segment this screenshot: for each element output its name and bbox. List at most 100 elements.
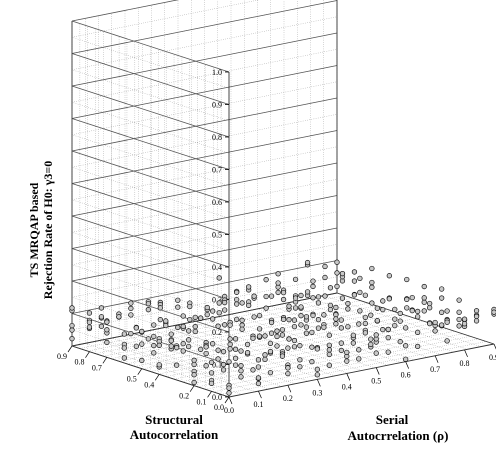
data-point [286,371,291,376]
data-point [275,334,280,339]
x-tick-label: 0.8 [74,358,84,367]
data-point [404,306,409,311]
data-point [221,368,226,373]
data-point [392,323,397,328]
data-point [327,333,332,338]
data-point [462,317,467,322]
data-point [386,350,391,355]
data-point [315,347,320,352]
data-point [293,296,298,301]
y-tick [288,385,291,392]
x-tick [190,386,194,392]
z-tick-label: 0.8 [212,133,222,142]
y-tick [435,356,438,363]
data-point [422,300,427,305]
data-point [181,349,186,354]
data-point [370,301,375,306]
data-point [363,321,368,326]
data-point [228,347,233,352]
z-tick-label: 0.7 [212,166,222,175]
data-point [122,356,127,361]
data-point [323,264,328,269]
data-point [457,317,462,322]
y-tick-label: 0.1 [253,400,263,409]
data-point [363,331,368,336]
data-point [146,301,151,306]
data-point [169,332,174,337]
data-point [228,342,233,347]
data-point [323,275,328,280]
y-axis-title: Serial Autocrrelation (ρ) [348,412,449,443]
data-point [474,319,479,324]
data-point [305,290,310,295]
data-point [415,309,420,314]
data-point [193,315,198,320]
data-point [415,344,420,349]
data-point [268,370,273,375]
data-point [281,297,286,302]
y-tick [406,362,409,369]
data-point [334,305,339,310]
data-point [105,327,110,332]
data-point [492,310,496,315]
data-point [257,327,262,332]
data-point [122,346,127,351]
data-point [99,324,104,329]
data-point [392,317,397,322]
data-point [263,357,268,362]
data-point [351,333,356,338]
data-point [327,363,332,368]
data-point [151,343,156,348]
data-point [181,341,186,346]
data-point [415,314,420,319]
data-point [339,318,344,323]
data-point [210,309,215,314]
y-tick-label: 0.4 [342,382,352,391]
z-tick-label: 0.9 [212,101,222,110]
data-point [410,308,415,313]
data-point [327,343,332,348]
data-point [410,295,415,300]
data-point [239,375,244,380]
data-point [204,345,209,350]
y-tick-label: 0.3 [312,388,322,397]
data-point [358,290,363,295]
data-point [380,299,385,304]
data-point [305,260,310,265]
data-point [327,352,332,357]
data-point [251,368,256,373]
data-point [205,305,210,310]
data-point [380,307,385,312]
x-tick [138,369,142,375]
data-point [245,350,250,355]
data-point [87,325,92,330]
data-point [335,271,340,276]
data-point [392,307,397,312]
data-point [358,309,363,314]
data-point [216,324,221,329]
data-point [439,323,444,328]
x-axis-title: Structural Autocorrelation [130,412,219,442]
data-point [280,327,285,332]
data-point [340,296,345,301]
z-axis-title-line: Rejection Rate of H0: γ3=0 [41,161,55,299]
data-point [370,280,375,285]
data-point [374,333,379,338]
data-point [445,320,450,325]
z-tick-label: 0.0 [212,393,222,402]
data-point [245,342,250,347]
y-tick [258,391,261,398]
data-point [239,368,244,373]
data-point [346,301,351,306]
data-point [403,326,408,331]
data-point [280,333,285,338]
data-point [198,347,203,352]
data-point [256,358,261,363]
y-axis-title-line: Autocrrelation (ρ) [348,428,449,443]
data-point [352,279,357,284]
data-point [233,347,238,352]
data-point [251,336,256,341]
data-point [474,308,479,313]
data-point [175,298,180,303]
